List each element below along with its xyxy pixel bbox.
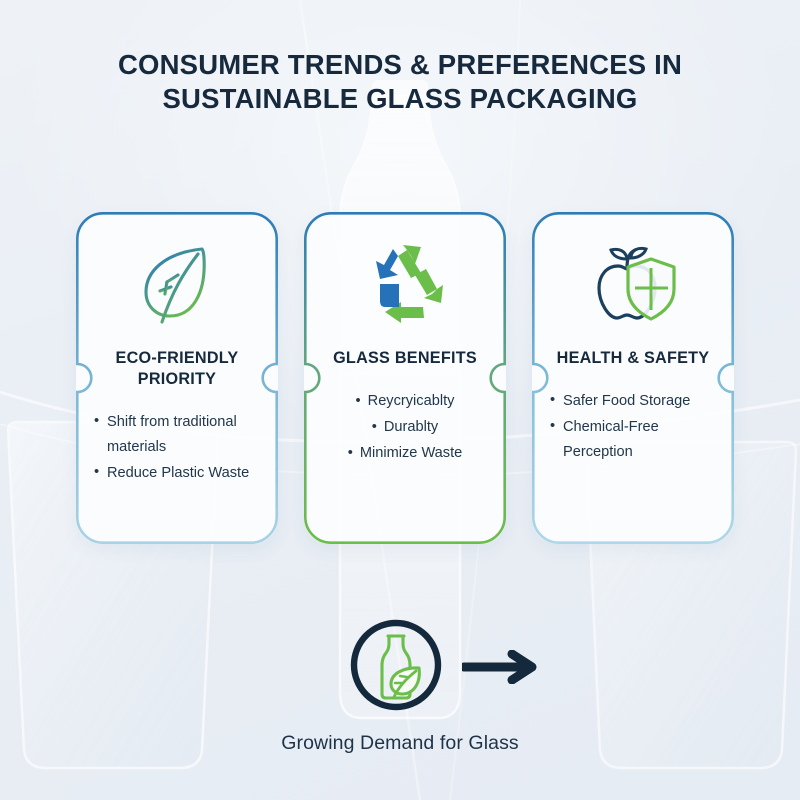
growing-demand-caption: Growing Demand for Glass [281,732,519,754]
card-bullets-health-and-safety: Safer Food Storage Chemical-Free Percept… [544,388,722,466]
bottle-leaf-icon [350,619,442,711]
list-item: Safer Food Storage [550,388,716,414]
list-item: Chemical-Free Perception [550,414,716,465]
card-heading-eco-friendly-priority: ECO-FRIENDLY PRIORITY [115,349,239,388]
recycle-icon [363,238,447,330]
card-border-glass-benefits [304,212,506,544]
page-title: CONSUMER TRENDS & PREFERENCES IN SUSTAIN… [0,48,800,116]
card-heading-health-and-safety: HEALTH & SAFETY [556,349,710,367]
card-glass-benefits[interactable]: GLASS BENEFITS Reycryicablty Durablty Mi… [304,212,506,544]
list-item: Shift from traditional materials [94,409,260,460]
card-health-and-safety[interactable]: HEALTH & SAFETY Safer Food Storage Chemi… [532,212,734,544]
card-border-eco-friendly-priority [76,212,278,544]
list-item: Durablty [372,415,438,440]
arrow-right-icon [462,650,537,684]
page-title-line-1: CONSUMER TRENDS & PREFERENCES IN [117,49,683,80]
page-title-line-2: SUSTAINABLE GLASS PACKAGING [162,83,638,114]
card-heading-glass-benefits: GLASS BENEFITS [333,349,477,367]
growing-demand-block: Growing Demand for Glass [0,612,800,755]
card-bullets-eco-friendly-priority: Shift from traditional materials Reduce … [88,409,266,487]
card-eco-friendly-priority[interactable]: ECO-FRIENDLY PRIORITY Shift from traditi… [76,212,278,544]
apple-shield-icon [585,238,681,330]
card-bullets-glass-benefits: Reycryicablty Durablty Minimize Waste [316,389,494,467]
list-item: Reduce Plastic Waste [94,460,260,486]
card-border-health-and-safety [532,212,734,544]
list-item: Minimize Waste [348,441,462,466]
leaf-icon [140,238,214,330]
list-item: Reycryicablty [356,389,455,414]
